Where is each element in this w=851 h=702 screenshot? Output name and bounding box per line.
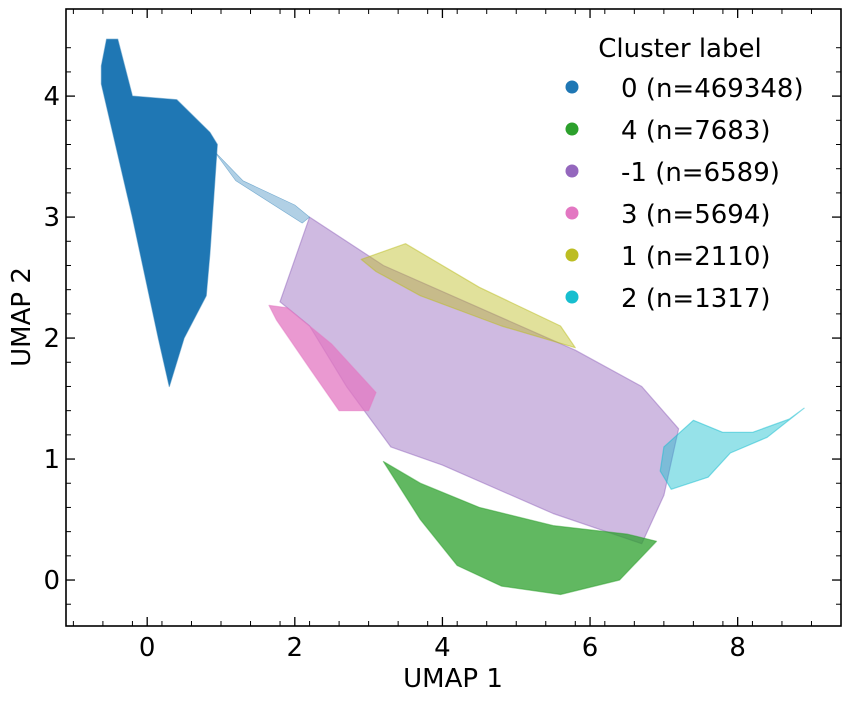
x-tick-label: 0	[139, 633, 156, 663]
legend-label: 1 (n=2110)	[621, 242, 771, 272]
cluster-3-region	[268, 304, 377, 412]
cluster-2-points	[659, 407, 805, 490]
legend-marker	[565, 164, 579, 178]
cluster-0-bridge-region	[213, 150, 310, 224]
cluster-2-region	[659, 407, 805, 490]
y-tick-label: 0	[43, 566, 60, 596]
legend-entry: 3 (n=5694)	[565, 200, 771, 230]
legend-entry: 4 (n=7683)	[565, 116, 771, 146]
legend-marker	[565, 206, 579, 220]
axes: 0 2 4 6 8 0 1 2 3 4	[43, 8, 842, 663]
cluster-1-points	[360, 243, 576, 349]
x-axis-label: UMAP 1	[403, 664, 503, 694]
legend-entry: -1 (n=6589)	[565, 158, 780, 188]
legend-label: 0 (n=469348)	[621, 74, 804, 104]
cluster-1-region	[360, 243, 576, 349]
y-tick-label: 3	[43, 203, 60, 233]
y-tick-label: 1	[43, 445, 60, 475]
legend-label: 4 (n=7683)	[621, 116, 771, 146]
legend-entry: 2 (n=1317)	[565, 284, 771, 314]
cluster-4-region	[382, 460, 658, 596]
cluster-3-points	[268, 304, 377, 412]
y-tick-label: 4	[43, 82, 60, 112]
legend: Cluster label 0 (n=469348) 4 (n=7683) -1 (…	[565, 34, 804, 314]
cluster-0-bridge-points	[213, 150, 310, 224]
x-tick-label: 6	[582, 633, 599, 663]
cluster-0-points	[100, 38, 218, 388]
x-tick-label: 2	[287, 633, 304, 663]
legend-entry: 0 (n=469348)	[565, 74, 804, 104]
legend-title: Cluster label	[598, 34, 761, 64]
plot-frame	[65, 8, 842, 627]
y-axis-label: UMAP 2	[7, 267, 37, 367]
legend-label: -1 (n=6589)	[621, 158, 780, 188]
legend-label: 2 (n=1317)	[621, 284, 771, 314]
legend-marker	[565, 248, 579, 262]
legend-marker	[565, 80, 579, 94]
x-tick-label: 4	[434, 633, 451, 663]
y-tick-label: 2	[43, 324, 60, 354]
legend-label: 3 (n=5694)	[621, 200, 771, 230]
legend-entry: 1 (n=2110)	[565, 242, 771, 272]
cluster-0-region	[100, 38, 218, 388]
cluster-4-points	[382, 460, 658, 596]
x-tick-label: 8	[729, 633, 746, 663]
scatter-points	[100, 38, 805, 596]
legend-marker	[565, 290, 579, 304]
legend-marker	[565, 122, 579, 136]
